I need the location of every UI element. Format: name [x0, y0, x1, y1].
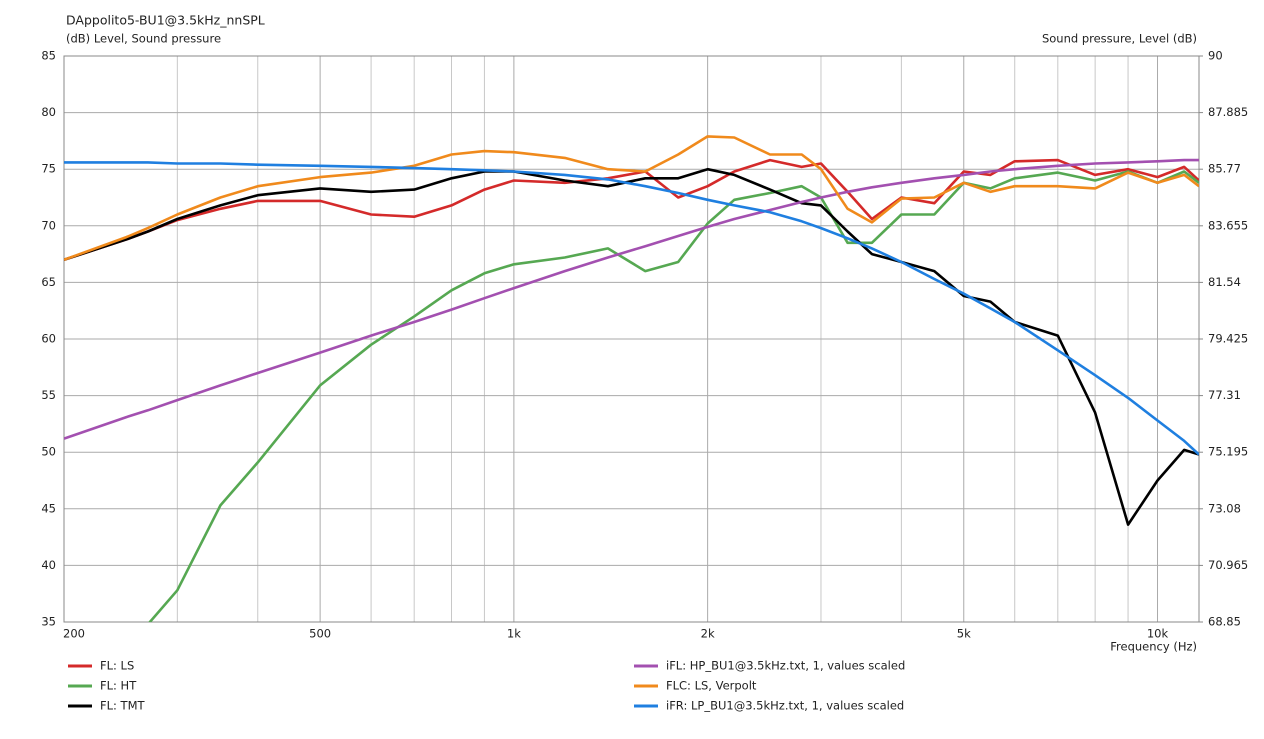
y2-tick-label: 68.85: [1208, 615, 1241, 629]
series-line: [148, 170, 1199, 622]
y-tick-label: 40: [41, 558, 56, 572]
y2-tick-label: 79.425: [1208, 332, 1248, 346]
y2-axis-label: Sound pressure, Level (dB): [1042, 32, 1197, 46]
y-tick-label: 35: [41, 615, 56, 629]
y2-tick-label: 73.08: [1208, 501, 1241, 515]
y2-tick-label: 83.655: [1208, 218, 1248, 232]
plot-frame: [63, 55, 1200, 623]
y2-tick-label: 81.54: [1208, 275, 1241, 289]
y-tick-label: 65: [41, 275, 56, 289]
y2-tick-label: 85.77: [1208, 162, 1241, 176]
y2-tick-label: 70.965: [1208, 558, 1248, 572]
x-axis-label: Frequency (Hz): [1110, 640, 1197, 654]
y2-tick-label: 90: [1208, 49, 1223, 63]
y-axis-label: (dB) Level, Sound pressure: [66, 32, 221, 46]
x-tick-label: 2k: [701, 627, 715, 641]
y2-tick-label: 75.195: [1208, 445, 1248, 459]
series-line: [64, 158, 1199, 262]
chart-title: DAppolito5-BU1@3.5kHz_nnSPL: [66, 13, 265, 28]
legend-label: FL: TMT: [100, 699, 145, 713]
y2-tick-label: 87.885: [1208, 105, 1248, 119]
y-tick-label: 80: [41, 105, 56, 119]
y-tick-label: 60: [41, 332, 56, 346]
y-tick-label: 45: [41, 501, 56, 515]
x-tick-label: 1k: [507, 627, 521, 641]
legend-label: iFR: LP_BU1@3.5kHz.txt, 1, values scaled: [666, 699, 904, 713]
series-line: [64, 167, 1199, 526]
y-tick-label: 70: [41, 218, 56, 232]
y-tick-label: 85: [41, 49, 56, 63]
x-tick-label: 500: [309, 627, 331, 641]
series-line: [64, 161, 1199, 456]
legend-label: iFL: HP_BU1@3.5kHz.txt, 1, values scaled: [666, 659, 905, 673]
legend-label: FL: HT: [100, 679, 137, 693]
plot-lines: [64, 135, 1199, 622]
legend-label: FLC: LS, Verpolt: [666, 679, 757, 693]
y-tick-label: 50: [41, 445, 56, 459]
legend-label: FL: LS: [100, 659, 134, 673]
x-tick-label: 200: [63, 627, 85, 641]
series-line: [64, 158, 1199, 440]
x-tick-label: 10k: [1147, 627, 1169, 641]
y2-tick-label: 77.31: [1208, 388, 1241, 402]
series-line: [64, 135, 1199, 262]
y-tick-label: 75: [41, 162, 56, 176]
y-tick-label: 55: [41, 388, 56, 402]
x-tick-label: 5k: [957, 627, 971, 641]
